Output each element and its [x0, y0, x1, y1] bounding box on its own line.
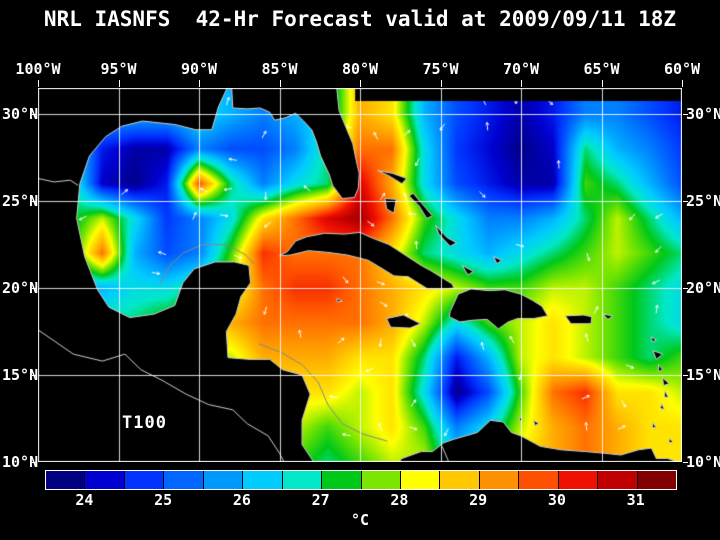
axis-tick	[440, 80, 442, 87]
axis-tick	[118, 80, 120, 87]
colorbar-segment	[360, 471, 400, 489]
axis-tick	[683, 201, 688, 203]
lat-axis-label: 25°N	[2, 192, 39, 211]
axis-tick	[32, 288, 37, 290]
axis-tick	[683, 375, 688, 377]
colorbar-tick-label: 27	[311, 491, 330, 509]
axis-tick	[521, 80, 522, 87]
temperature-colorbar	[45, 470, 677, 490]
colorbar-segment	[46, 471, 85, 489]
colorbar-tick-label: 30	[547, 491, 566, 509]
colorbar-tick-label: 24	[75, 491, 94, 509]
lon-axis-label: 100°W	[15, 60, 61, 78]
colorbar-unit-label: °C	[350, 511, 370, 529]
colorbar-segment	[123, 471, 164, 489]
colorbar-segment	[439, 471, 479, 489]
lon-axis-label: 85°W	[261, 60, 298, 78]
axis-tick	[279, 80, 281, 87]
colorbar-segment	[321, 471, 361, 489]
colorbar-segment	[518, 471, 558, 489]
lat-axis-label: 10°N	[686, 453, 720, 471]
lon-axis-label: 70°W	[502, 60, 540, 78]
lon-axis-label: 65°W	[583, 60, 620, 78]
axis-tick	[683, 114, 688, 116]
axis-tick	[683, 462, 688, 463]
colorbar-segment	[84, 471, 124, 489]
lon-axis-label: 95°W	[100, 60, 137, 78]
axis-tick	[32, 114, 37, 116]
lat-axis-label: 20°N	[686, 279, 720, 298]
axis-tick	[601, 80, 603, 87]
lon-axis-label: 90°W	[180, 60, 218, 78]
colorbar-segment	[242, 471, 282, 489]
axis-tick	[32, 375, 37, 377]
axis-tick	[32, 462, 37, 463]
colorbar-segment	[399, 471, 440, 489]
forecast-map-canvas	[38, 88, 682, 462]
axis-tick	[32, 201, 37, 203]
axis-tick	[683, 288, 688, 290]
lat-axis-label: 30°N	[2, 105, 39, 124]
colorbar-segment	[478, 471, 519, 489]
lat-axis-label: 20°N	[2, 279, 39, 298]
axis-tick	[199, 80, 200, 87]
axis-tick	[360, 80, 361, 87]
colorbar-segment	[163, 471, 203, 489]
colorbar-tick-label: 25	[154, 491, 173, 509]
colorbar-segment	[636, 471, 676, 489]
page-title: NRL IASNFS 42-Hr Forecast valid at 2009/…	[43, 7, 677, 31]
colorbar-segment	[281, 471, 322, 489]
axis-tick	[682, 80, 683, 87]
lat-axis-label: 25°N	[686, 192, 720, 211]
colorbar-segment	[202, 471, 243, 489]
lat-axis-label: 30°N	[686, 105, 720, 124]
colorbar-tick-label: 26	[232, 491, 251, 509]
map-annotation-t100: T100	[122, 413, 167, 433]
lat-axis-label: 15°N	[2, 366, 39, 385]
lat-axis-label: 10°N	[2, 453, 39, 471]
lon-axis-label: 60°W	[663, 60, 701, 78]
lon-axis-label: 75°W	[422, 60, 459, 78]
lat-axis-label: 15°N	[686, 366, 720, 385]
colorbar-segment	[557, 471, 598, 489]
colorbar-tick-label: 28	[390, 491, 409, 509]
colorbar-tick-label: 29	[469, 491, 488, 509]
colorbar-segment	[597, 471, 637, 489]
lon-axis-label: 80°W	[341, 60, 379, 78]
colorbar-tick-label: 31	[626, 491, 645, 509]
axis-tick	[38, 80, 39, 87]
